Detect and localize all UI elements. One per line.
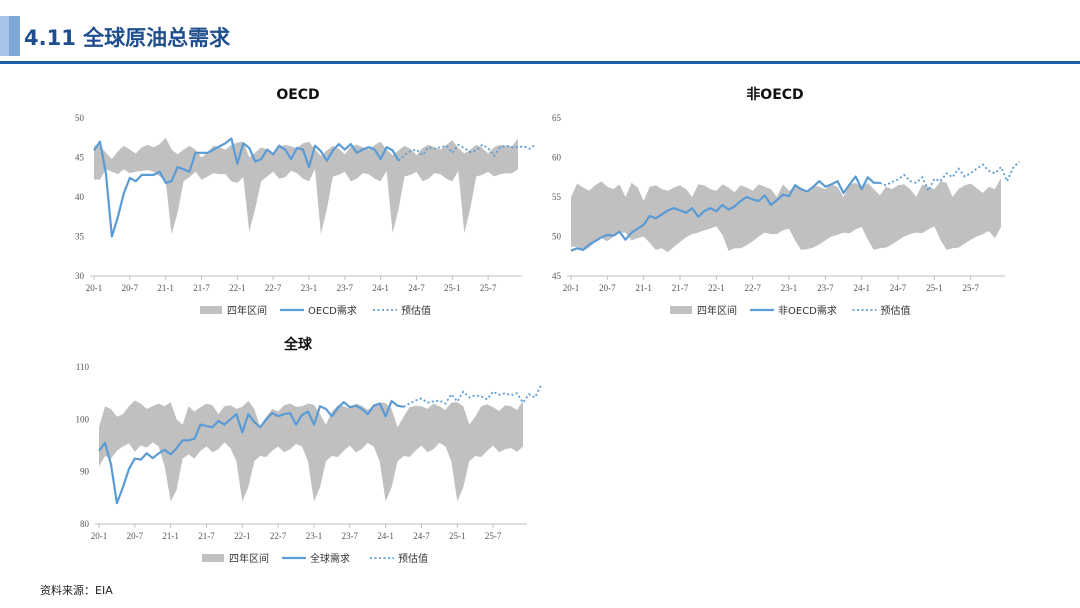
x-tick-label: 21-7 [193,283,210,293]
y-tick-label: 80 [80,519,90,529]
x-tick-label: 24-1 [372,283,389,293]
y-tick-label: 50 [75,113,85,123]
x-tick-label: 25-1 [444,283,461,293]
legend-band-swatch [200,306,222,314]
page-title: 4.11 全球原油总需求 [24,26,231,50]
x-tick-label: 25-7 [480,283,497,293]
x-tick-label: 23-1 [301,283,318,293]
x-tick-label: 21-7 [198,531,215,541]
chart-oecd: OECD 30 35 40 45 50 20-1 20-7 21-1 21-7 22-1 22-7 23… [75,87,537,317]
legend-band-label: 四年区间 [229,552,269,565]
legend-band-label: 四年区间 [227,304,267,317]
x-tick-label: 20-1 [91,531,108,541]
y-tick-label: 35 [75,232,85,242]
legend-forecast-label: 预估值 [401,304,431,317]
legend-actual-label: 非OECD需求 [778,305,837,317]
header-accent-stripe [0,16,9,56]
x-tick-label: 25-1 [926,283,943,293]
x-tick-label: 23-1 [781,283,798,293]
legend-actual-label: OECD需求 [308,305,357,317]
x-tick-label: 24-1 [377,531,394,541]
y-tick-label: 110 [76,362,90,372]
chart-title: OECD [276,87,319,103]
chart-global: 全球 80 90 100 110 20-1 20-7 21-1 21-7 22-1 22-7 23-1… [76,336,542,565]
forecast-line [397,143,537,162]
x-tick-label: 24-7 [890,283,907,293]
y-tick-label: 60 [552,153,562,163]
x-tick-label: 23-7 [337,283,354,293]
y-tick-label: 65 [552,113,562,123]
y-tick-label: 50 [552,232,562,242]
x-tick-label: 22-7 [265,283,282,293]
legend-forecast-label: 预估值 [881,304,911,317]
y-tick-label: 45 [552,271,562,281]
actual-demand-line [93,137,400,238]
x-tick-label: 22-1 [234,531,251,541]
forecast-line [403,384,542,408]
chart-title: 非OECD [746,86,803,103]
x-tick-label: 20-7 [599,283,616,293]
legend-actual-label: 全球需求 [310,552,350,565]
chart-non-oecd: 非OECD 45 50 55 60 65 20-1 20-7 21-1 21-7 22-1 22-7 2… [552,86,1020,317]
header-divider [0,61,1080,64]
legend-band-swatch [670,306,692,314]
y-tick-label: 100 [76,414,90,424]
x-tick-label: 21-1 [157,283,174,293]
x-tick-label: 22-1 [708,283,725,293]
actual-demand-line [570,175,880,252]
x-tick-label: 23-7 [817,283,834,293]
x-tick-label: 21-7 [672,283,689,293]
x-tick-label: 25-7 [485,531,502,541]
x-tick-label: 22-7 [744,283,761,293]
x-tick-label: 24-7 [408,283,425,293]
y-tick-label: 90 [80,467,90,477]
y-tick-label: 55 [552,192,562,202]
x-tick-label: 25-7 [962,283,979,293]
x-tick-label: 21-1 [635,283,652,293]
x-tick-label: 22-1 [229,283,246,293]
x-tick-label: 22-7 [270,531,287,541]
x-tick-label: 23-1 [306,531,323,541]
y-tick-label: 30 [75,271,85,281]
range-band [571,178,1001,253]
y-tick-label: 45 [75,153,85,163]
legend-band-label: 四年区间 [697,304,737,317]
x-tick-label: 20-7 [122,283,139,293]
x-tick-label: 23-7 [342,531,359,541]
x-tick-label: 24-7 [413,531,430,541]
source-note: 资料来源：EIA [40,584,113,597]
chart-title: 全球 [283,336,313,353]
x-tick-label: 21-1 [162,531,179,541]
x-tick-label: 24-1 [853,283,870,293]
x-tick-label: 20-7 [127,531,144,541]
x-tick-label: 20-1 [86,283,103,293]
legend-forecast-label: 预估值 [398,552,428,565]
x-tick-label: 20-1 [563,283,580,293]
y-tick-label: 40 [75,192,85,202]
range-band [94,137,518,235]
actual-demand-line [98,399,404,505]
x-tick-label: 25-1 [449,531,466,541]
legend-band-swatch [202,554,224,562]
